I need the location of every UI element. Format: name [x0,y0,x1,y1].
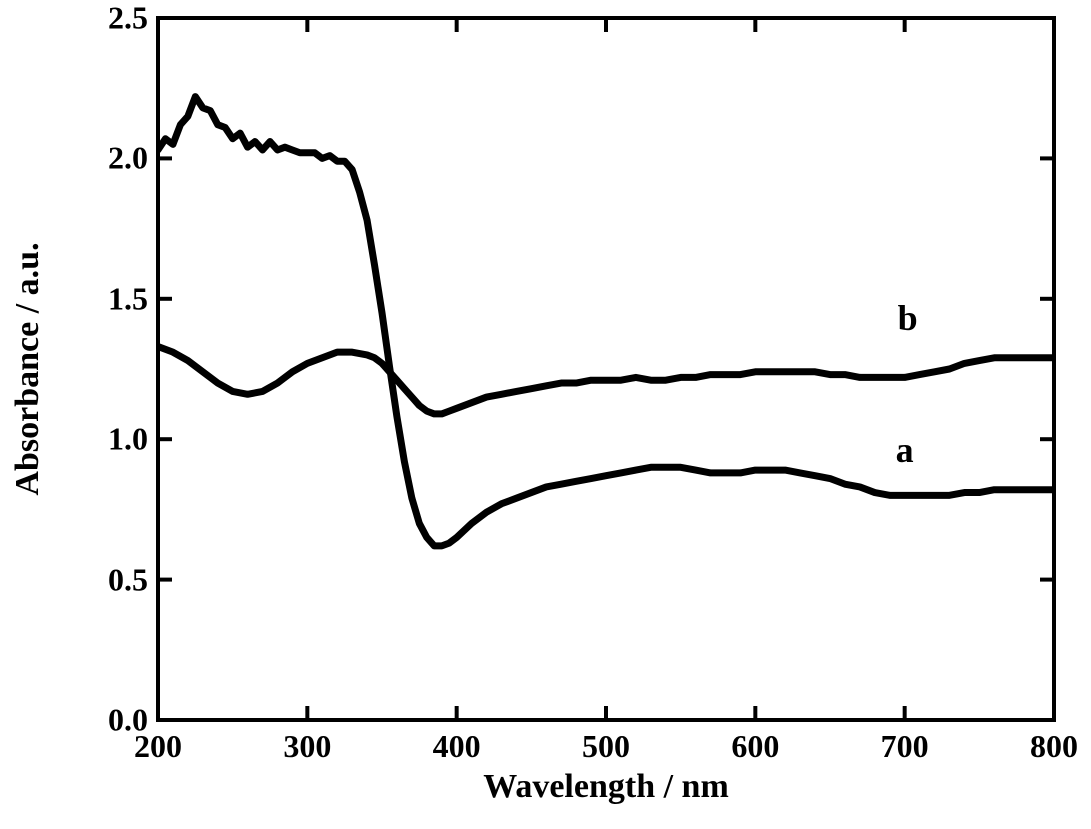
x-tick-label: 800 [1030,728,1078,765]
plot-area [0,0,1091,829]
x-tick-label: 700 [881,728,929,765]
plot-svg [0,0,1091,829]
y-tick-label: 0.0 [108,702,148,739]
x-tick-label: 300 [283,728,331,765]
y-tick-label: 1.0 [108,421,148,458]
series-a-line [158,97,1054,546]
chart-container: Absorbance / a.u. Wavelength / nm a b 20… [0,0,1091,829]
series-label-b: b [898,297,918,339]
y-tick-label: 1.5 [108,280,148,317]
x-tick-label: 500 [582,728,630,765]
x-tick-label: 600 [731,728,779,765]
series-label-a: a [896,429,914,471]
x-axis-label: Wavelength / nm [483,768,729,806]
y-tick-label: 0.5 [108,561,148,598]
x-tick-label: 400 [433,728,481,765]
y-tick-label: 2.0 [108,140,148,177]
series-b-line [158,347,1054,414]
y-axis-label: Absorbance / a.u. [9,242,47,495]
y-tick-label: 2.5 [108,0,148,37]
